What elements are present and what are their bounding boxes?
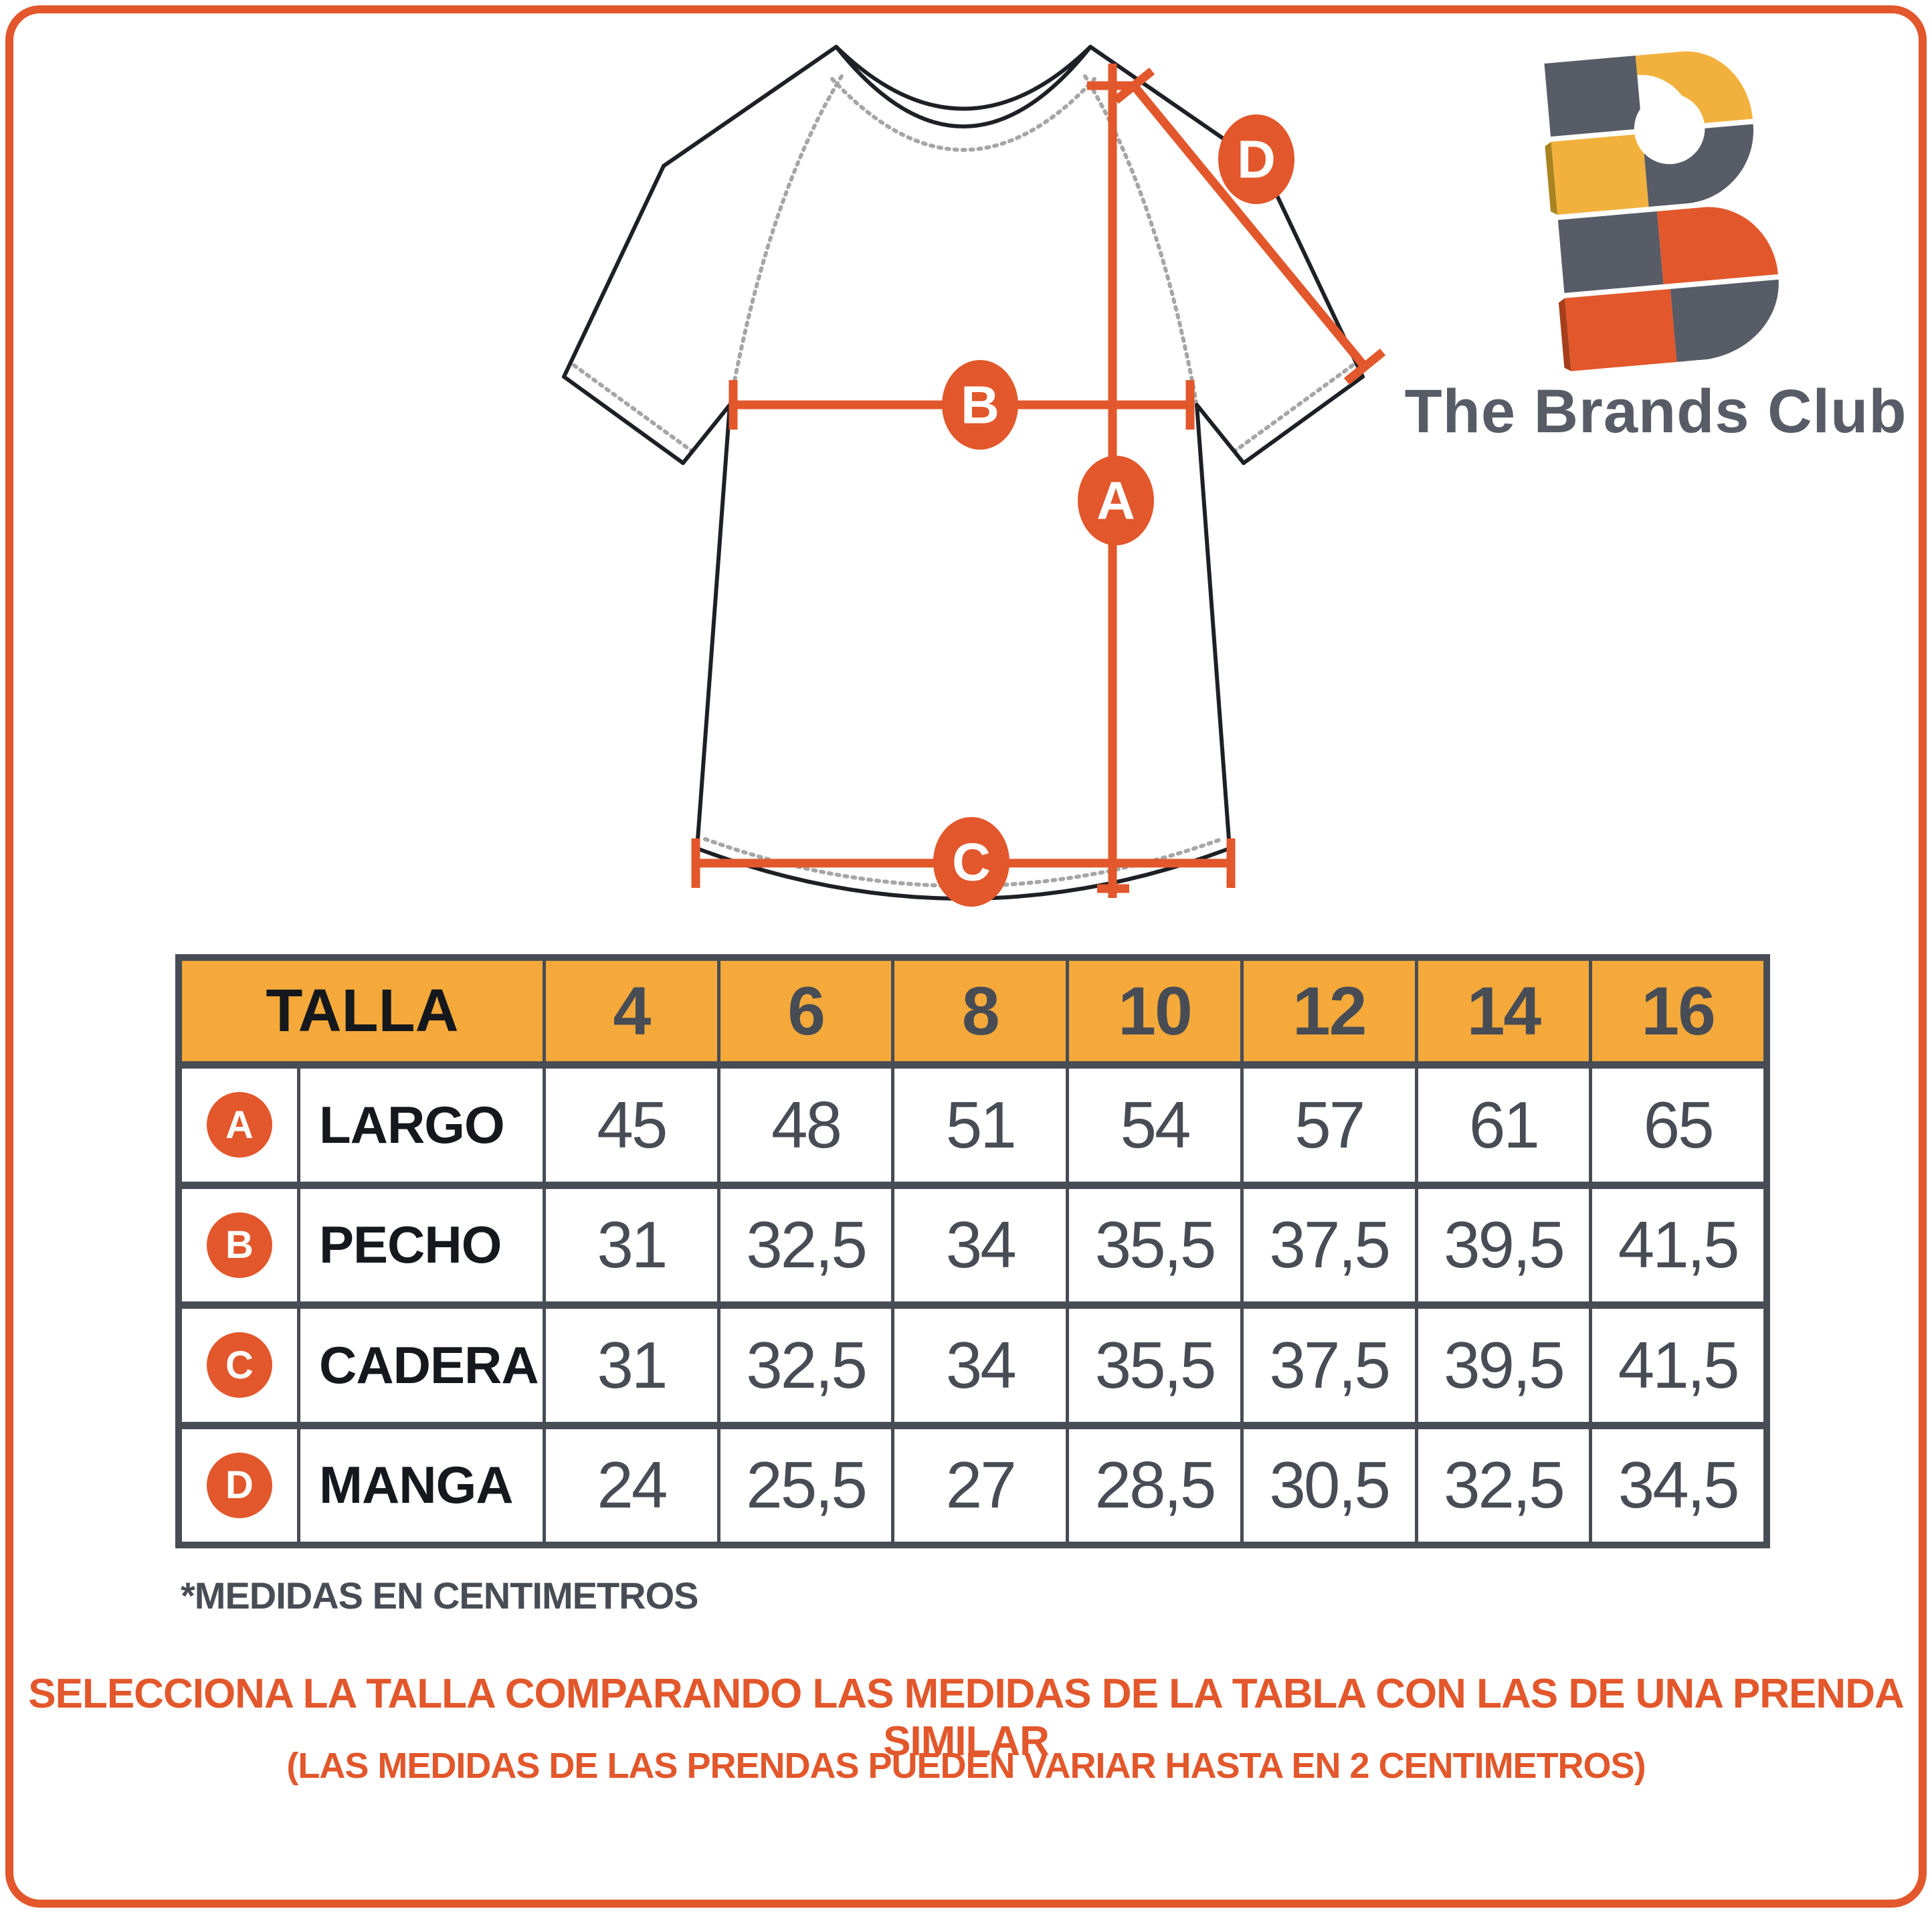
table-header-size: 12 — [1243, 961, 1415, 1061]
badge-a-label: A — [1096, 471, 1135, 531]
table-cell: 31 — [546, 1188, 717, 1301]
table-cell: 61 — [1418, 1069, 1589, 1182]
table-cell: 65 — [1592, 1069, 1763, 1182]
row-badge-d: D — [207, 1452, 272, 1518]
row-badge-b: B — [207, 1212, 272, 1278]
table-cell: 45 — [546, 1069, 717, 1182]
table-cell: 32,5 — [720, 1309, 892, 1422]
table-header-size: 4 — [546, 961, 717, 1061]
badge-d — [1218, 114, 1294, 204]
row-badge-cell: C — [182, 1309, 297, 1422]
stitch-lines — [572, 74, 1355, 888]
table-cell: 41,5 — [1592, 1188, 1763, 1301]
table-cell: 39,5 — [1418, 1188, 1589, 1301]
row-badge-cell: D — [182, 1429, 297, 1542]
tolerance-note: (LAS MEDIDAS DE LAS PRENDAS PUEDEN VARIA… — [286, 1746, 1646, 1786]
row-badge-cell: B — [182, 1188, 297, 1301]
badge-b-label: B — [961, 375, 999, 435]
measurement-line-d — [1113, 67, 1386, 385]
table-cell: 57 — [1243, 1069, 1415, 1182]
table-cell: 37,5 — [1243, 1309, 1415, 1422]
table-cell: 34,5 — [1592, 1429, 1763, 1542]
table-cell: 41,5 — [1592, 1309, 1763, 1422]
table-header-size: 16 — [1592, 961, 1763, 1061]
table-cell: 51 — [894, 1069, 1066, 1182]
badge-c — [933, 817, 1009, 907]
table-cell: 37,5 — [1243, 1188, 1415, 1301]
table-cell: 31 — [546, 1309, 717, 1422]
table-cell: 35,5 — [1069, 1188, 1240, 1301]
row-label: MANGA — [300, 1429, 543, 1542]
table-header-size: 14 — [1418, 961, 1589, 1061]
table-cell: 48 — [720, 1069, 892, 1182]
table-cell: 39,5 — [1418, 1309, 1589, 1422]
table-cell: 34 — [894, 1309, 1066, 1422]
table-header-size: 8 — [894, 961, 1066, 1061]
row-badge-a: A — [207, 1092, 272, 1158]
size-table: TALLA 4 6 8 10 12 14 16 A LARGO 45 48 51… — [175, 954, 1770, 1548]
table-cell: 30,5 — [1243, 1429, 1415, 1542]
row-label: CADERA — [300, 1309, 543, 1422]
table-cell: 32,5 — [720, 1188, 892, 1301]
size-selection-note: SELECCIONA LA TALLA COMPARANDO LAS MEDID… — [28, 1671, 1905, 1764]
table-cell: 28,5 — [1069, 1429, 1240, 1542]
table-cell: 34 — [894, 1188, 1066, 1301]
row-badge-c: C — [207, 1332, 272, 1398]
table-header-talla: TALLA — [182, 961, 543, 1061]
badge-c-label: C — [952, 832, 991, 892]
brand-name: The Brands Club — [1404, 377, 1907, 446]
table-cell: 35,5 — [1069, 1309, 1240, 1422]
badge-b — [942, 360, 1018, 450]
table-cell: 24 — [546, 1429, 717, 1542]
units-note: *MEDIDAS EN CENTIMETROS — [181, 1574, 698, 1617]
row-label: LARGO — [300, 1069, 543, 1182]
row-badge-cell: A — [182, 1069, 297, 1182]
badge-d-label: D — [1237, 130, 1276, 189]
table-header-size: 10 — [1069, 961, 1240, 1061]
row-label: PECHO — [300, 1188, 543, 1301]
brand-logo: The Brands Club — [1391, 51, 1920, 447]
tshirt-diagram: A B C D — [562, 45, 1386, 907]
table-cell: 32,5 — [1418, 1429, 1589, 1542]
table-cell: 54 — [1069, 1069, 1240, 1182]
table-header-size: 6 — [720, 961, 892, 1061]
badge-a — [1078, 456, 1154, 545]
brand-logo-mark — [1544, 51, 1779, 371]
table-cell: 25,5 — [720, 1429, 892, 1542]
table-cell: 27 — [894, 1429, 1066, 1542]
measurement-badges: A B C D — [933, 114, 1294, 907]
